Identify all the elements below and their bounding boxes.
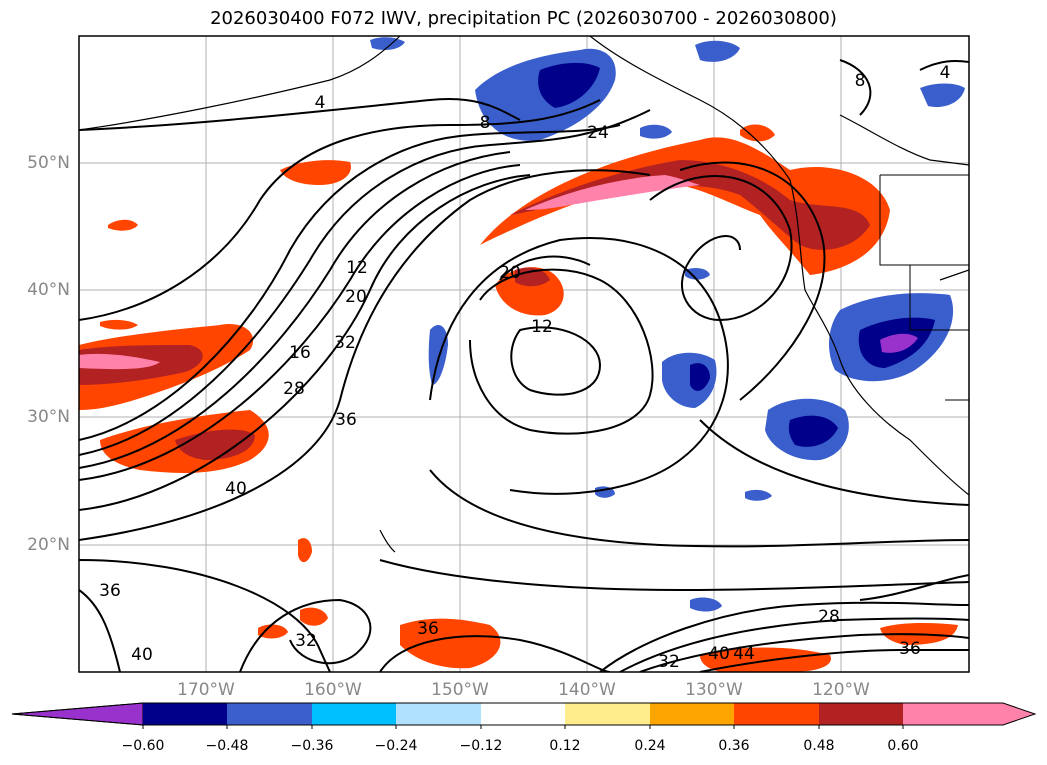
colorbar-segment	[565, 703, 650, 725]
map-title: 2026030400 F072 IWV, precipitation PC (2…	[210, 8, 837, 29]
colorbar-tick: 0.24	[634, 738, 666, 754]
coastlines	[79, 36, 969, 553]
lon-label-160w: 160°W	[304, 680, 362, 700]
colorbar-segment	[227, 703, 312, 725]
contour-label: 40	[131, 645, 153, 665]
colorbar-segment	[1003, 703, 1035, 725]
contour-label: 20	[499, 263, 521, 283]
colorbar-segment	[819, 703, 903, 725]
contour-label: 36	[99, 581, 121, 601]
colorbar-segment	[11, 702, 144, 726]
colorbar-segment	[734, 703, 819, 725]
contour-label: 32	[295, 631, 317, 651]
iwv-contours	[79, 59, 969, 672]
colorbar-tick: −0.60	[121, 738, 165, 754]
lon-label-140w: 140°W	[558, 680, 616, 700]
contour-label: 44	[733, 644, 755, 664]
colorbar-tick: −0.12	[459, 738, 503, 754]
contour-label: 20	[345, 287, 367, 307]
colorbar-tick: −0.36	[290, 738, 334, 754]
contour-label: 28	[283, 379, 305, 399]
contour-label: 12	[531, 317, 553, 337]
lon-label-170w: 170°W	[177, 680, 235, 700]
contour-labels: 4 8 4 8 24 12 20 16 28 32 36 40 20 12 36…	[99, 63, 950, 672]
contour-label: 8	[480, 113, 491, 133]
colorbar-tick: −0.48	[205, 738, 249, 754]
colorbar-tick: 0.60	[887, 738, 919, 754]
colorbar-segment	[396, 703, 481, 725]
contour-label: 4	[940, 63, 951, 83]
lon-label-120w: 120°W	[812, 680, 870, 700]
contour-label: 32	[334, 333, 356, 353]
contour-label: 40	[225, 479, 247, 499]
lon-label-130w: 130°W	[685, 680, 743, 700]
lat-label-50n: 50°N	[27, 153, 70, 173]
colorbar-segment	[481, 703, 565, 725]
colorbar-tick: 0.48	[803, 738, 835, 754]
lat-label-30n: 30°N	[27, 407, 70, 427]
colorbar-segment	[143, 703, 227, 725]
lat-label-20n: 20°N	[27, 535, 70, 555]
colorbar-segment	[650, 703, 734, 725]
contour-label: 8	[855, 71, 866, 91]
political-borders	[879, 174, 969, 401]
map-border	[78, 35, 970, 673]
contour-label: 40	[708, 644, 730, 664]
contour-label: 36	[417, 619, 439, 639]
contour-label: 28	[818, 607, 840, 627]
contour-label: 24	[587, 123, 609, 143]
contour-label: 32	[658, 652, 680, 672]
contour-label: 36	[335, 410, 357, 430]
colorbar-segment	[903, 703, 1003, 725]
colorbar-tick: 0.36	[718, 738, 750, 754]
contour-label: 4	[315, 93, 326, 113]
contour-label: 36	[899, 639, 921, 659]
precip-negative-areas	[370, 37, 965, 612]
lon-label-150w: 150°W	[431, 680, 489, 700]
colorbar	[11, 702, 1037, 729]
colorbar-tick: 0.12	[549, 738, 581, 754]
contour-label: 16	[289, 343, 311, 363]
contour-label: 12	[346, 258, 368, 278]
lat-label-40n: 40°N	[27, 280, 70, 300]
precip-positive-areas	[79, 124, 958, 672]
colorbar-segment	[312, 703, 396, 725]
colorbar-tick: −0.24	[374, 738, 418, 754]
